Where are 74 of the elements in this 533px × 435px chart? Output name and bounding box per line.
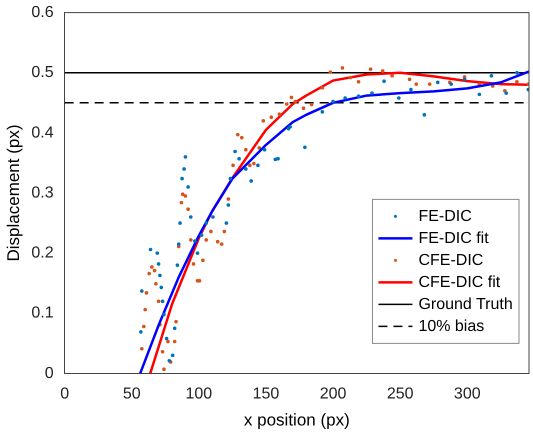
point [211,215,215,219]
point [262,148,266,152]
legend-label: FE-DIC fit [418,230,490,247]
legend-label: CFE-DIC fit [418,274,501,291]
point [504,91,508,95]
point [193,239,197,243]
point [276,156,280,161]
point [204,221,208,225]
point [249,179,253,183]
point [226,203,230,207]
y-axis-title: Displacement (px) [4,124,23,262]
point [256,164,260,168]
point [422,113,426,117]
point [178,221,182,225]
point [382,79,386,83]
point [182,167,186,171]
point [184,155,188,159]
point [490,74,494,78]
point [244,167,248,171]
point [200,233,204,237]
point [140,289,144,293]
y-tick-label: 0.4 [31,124,54,142]
point [170,354,174,358]
legend-label: CFE-DIC [418,252,484,269]
point [303,146,307,150]
y-tick-label: 0.1 [31,304,54,322]
point [176,263,180,267]
y-tick-label: 0.3 [31,184,54,202]
point [156,262,160,266]
x-tick-label: 300 [454,385,481,402]
legend-label: 10% bias [418,318,484,335]
x-tick-label: 200 [320,385,346,402]
point [320,110,324,114]
x-tick-label: 250 [386,385,414,402]
point [155,251,160,255]
point [158,274,162,278]
point [228,176,232,180]
legend-label: Ground Truth [418,296,513,313]
point [274,158,278,162]
y-tick-label: 0.6 [31,4,54,22]
point [176,242,181,246]
y-tick-label: 0.2 [31,244,54,262]
point [188,215,193,219]
point [160,299,164,304]
point [409,88,413,92]
point [186,185,190,189]
y-tick-label: 0.5 [31,64,54,82]
point [159,286,164,290]
legend-label: FE-DIC [418,208,472,225]
point [370,91,374,95]
point [224,221,228,225]
x-tick-label: 50 [122,385,141,402]
point [478,92,482,96]
point [436,80,440,84]
point [397,96,401,100]
point [343,96,347,100]
point [148,248,152,252]
point [196,251,200,255]
point [237,156,241,161]
point [331,100,335,104]
y-tick-label: 0 [44,364,54,382]
point [233,150,237,154]
x-tick-label: 150 [252,385,280,402]
point [164,336,168,340]
point [139,330,143,334]
x-tick-label: 0 [60,385,70,402]
x-tick-label: 100 [186,385,212,402]
x-axis-title: x position (px) [244,410,350,430]
point [462,78,466,82]
point [515,70,519,75]
point [172,326,176,330]
point [356,94,360,98]
point [162,312,166,316]
point [180,176,184,180]
